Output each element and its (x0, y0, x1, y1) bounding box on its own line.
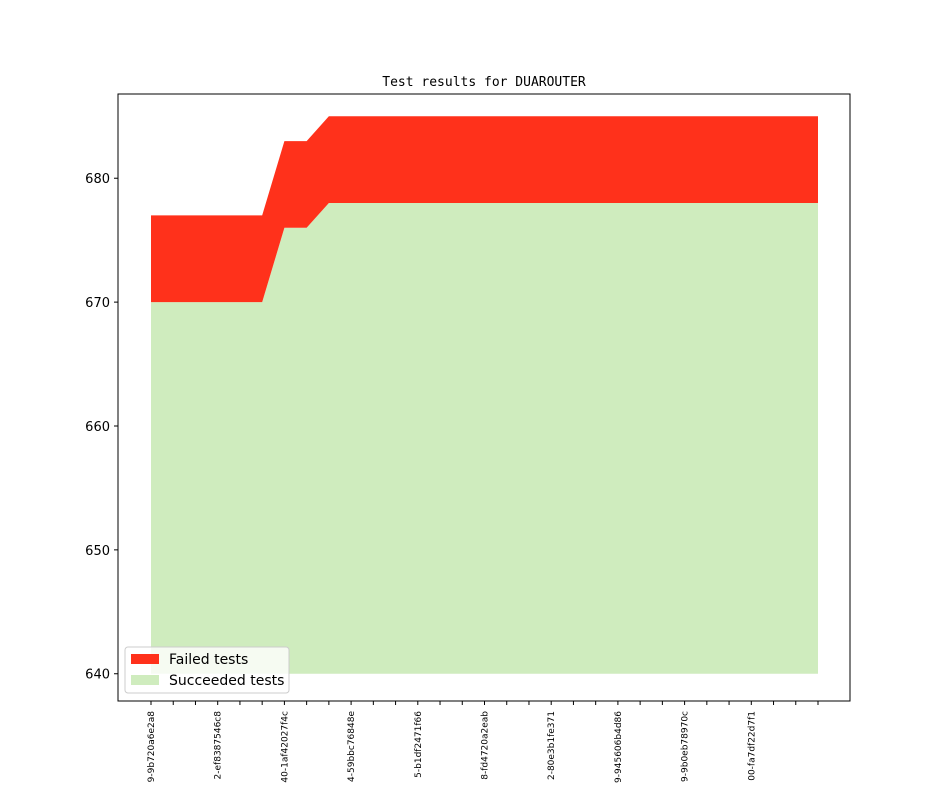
x-tick-label: 2-ef8387546c8 (214, 711, 224, 780)
chart-title: Test results for DUAROUTER (382, 75, 586, 90)
x-tick-label: 5-b1df2471f66 (414, 711, 424, 778)
legend-swatch-failed (131, 654, 159, 664)
y-tick-label: 650 (85, 544, 110, 559)
series-area-failed (151, 116, 818, 303)
y-tick-label: 680 (85, 172, 110, 187)
x-tick-label: 40-1af42027f4c (280, 711, 290, 783)
area-layer (151, 116, 818, 674)
legend-box (124, 646, 290, 694)
x-tick-label: 4-59bbc76848e (347, 711, 357, 782)
y-tick-label: 640 (85, 668, 110, 683)
x-tick-label: 2-80e3b1fe371 (547, 711, 557, 780)
x-tick-label: 9-9b0eb78970c (681, 711, 691, 782)
x-tick-label: 9-945606b4d86 (614, 711, 624, 783)
series-area-succeeded (151, 203, 818, 674)
legend: Failed tests Succeeded tests (124, 646, 290, 694)
x-tick-label: 9-9b720a6e2a8 (147, 711, 157, 783)
x-axis: 9-9b720a6e2a8 2-ef8387546c8 40-1af42027f4c… (147, 701, 819, 783)
legend-label-succeeded: Succeeded tests (169, 673, 284, 689)
y-tick-label: 660 (85, 420, 110, 435)
y-axis: 640 650 660 670 680 (85, 172, 118, 683)
legend-swatch-succeeded (131, 675, 159, 685)
legend-label-failed: Failed tests (169, 652, 248, 668)
x-tick-label: 00-fa7df22d7f1 (747, 711, 757, 781)
y-tick-label: 670 (85, 296, 110, 311)
x-tick-label: 8-fd4720a2eab (481, 711, 491, 780)
